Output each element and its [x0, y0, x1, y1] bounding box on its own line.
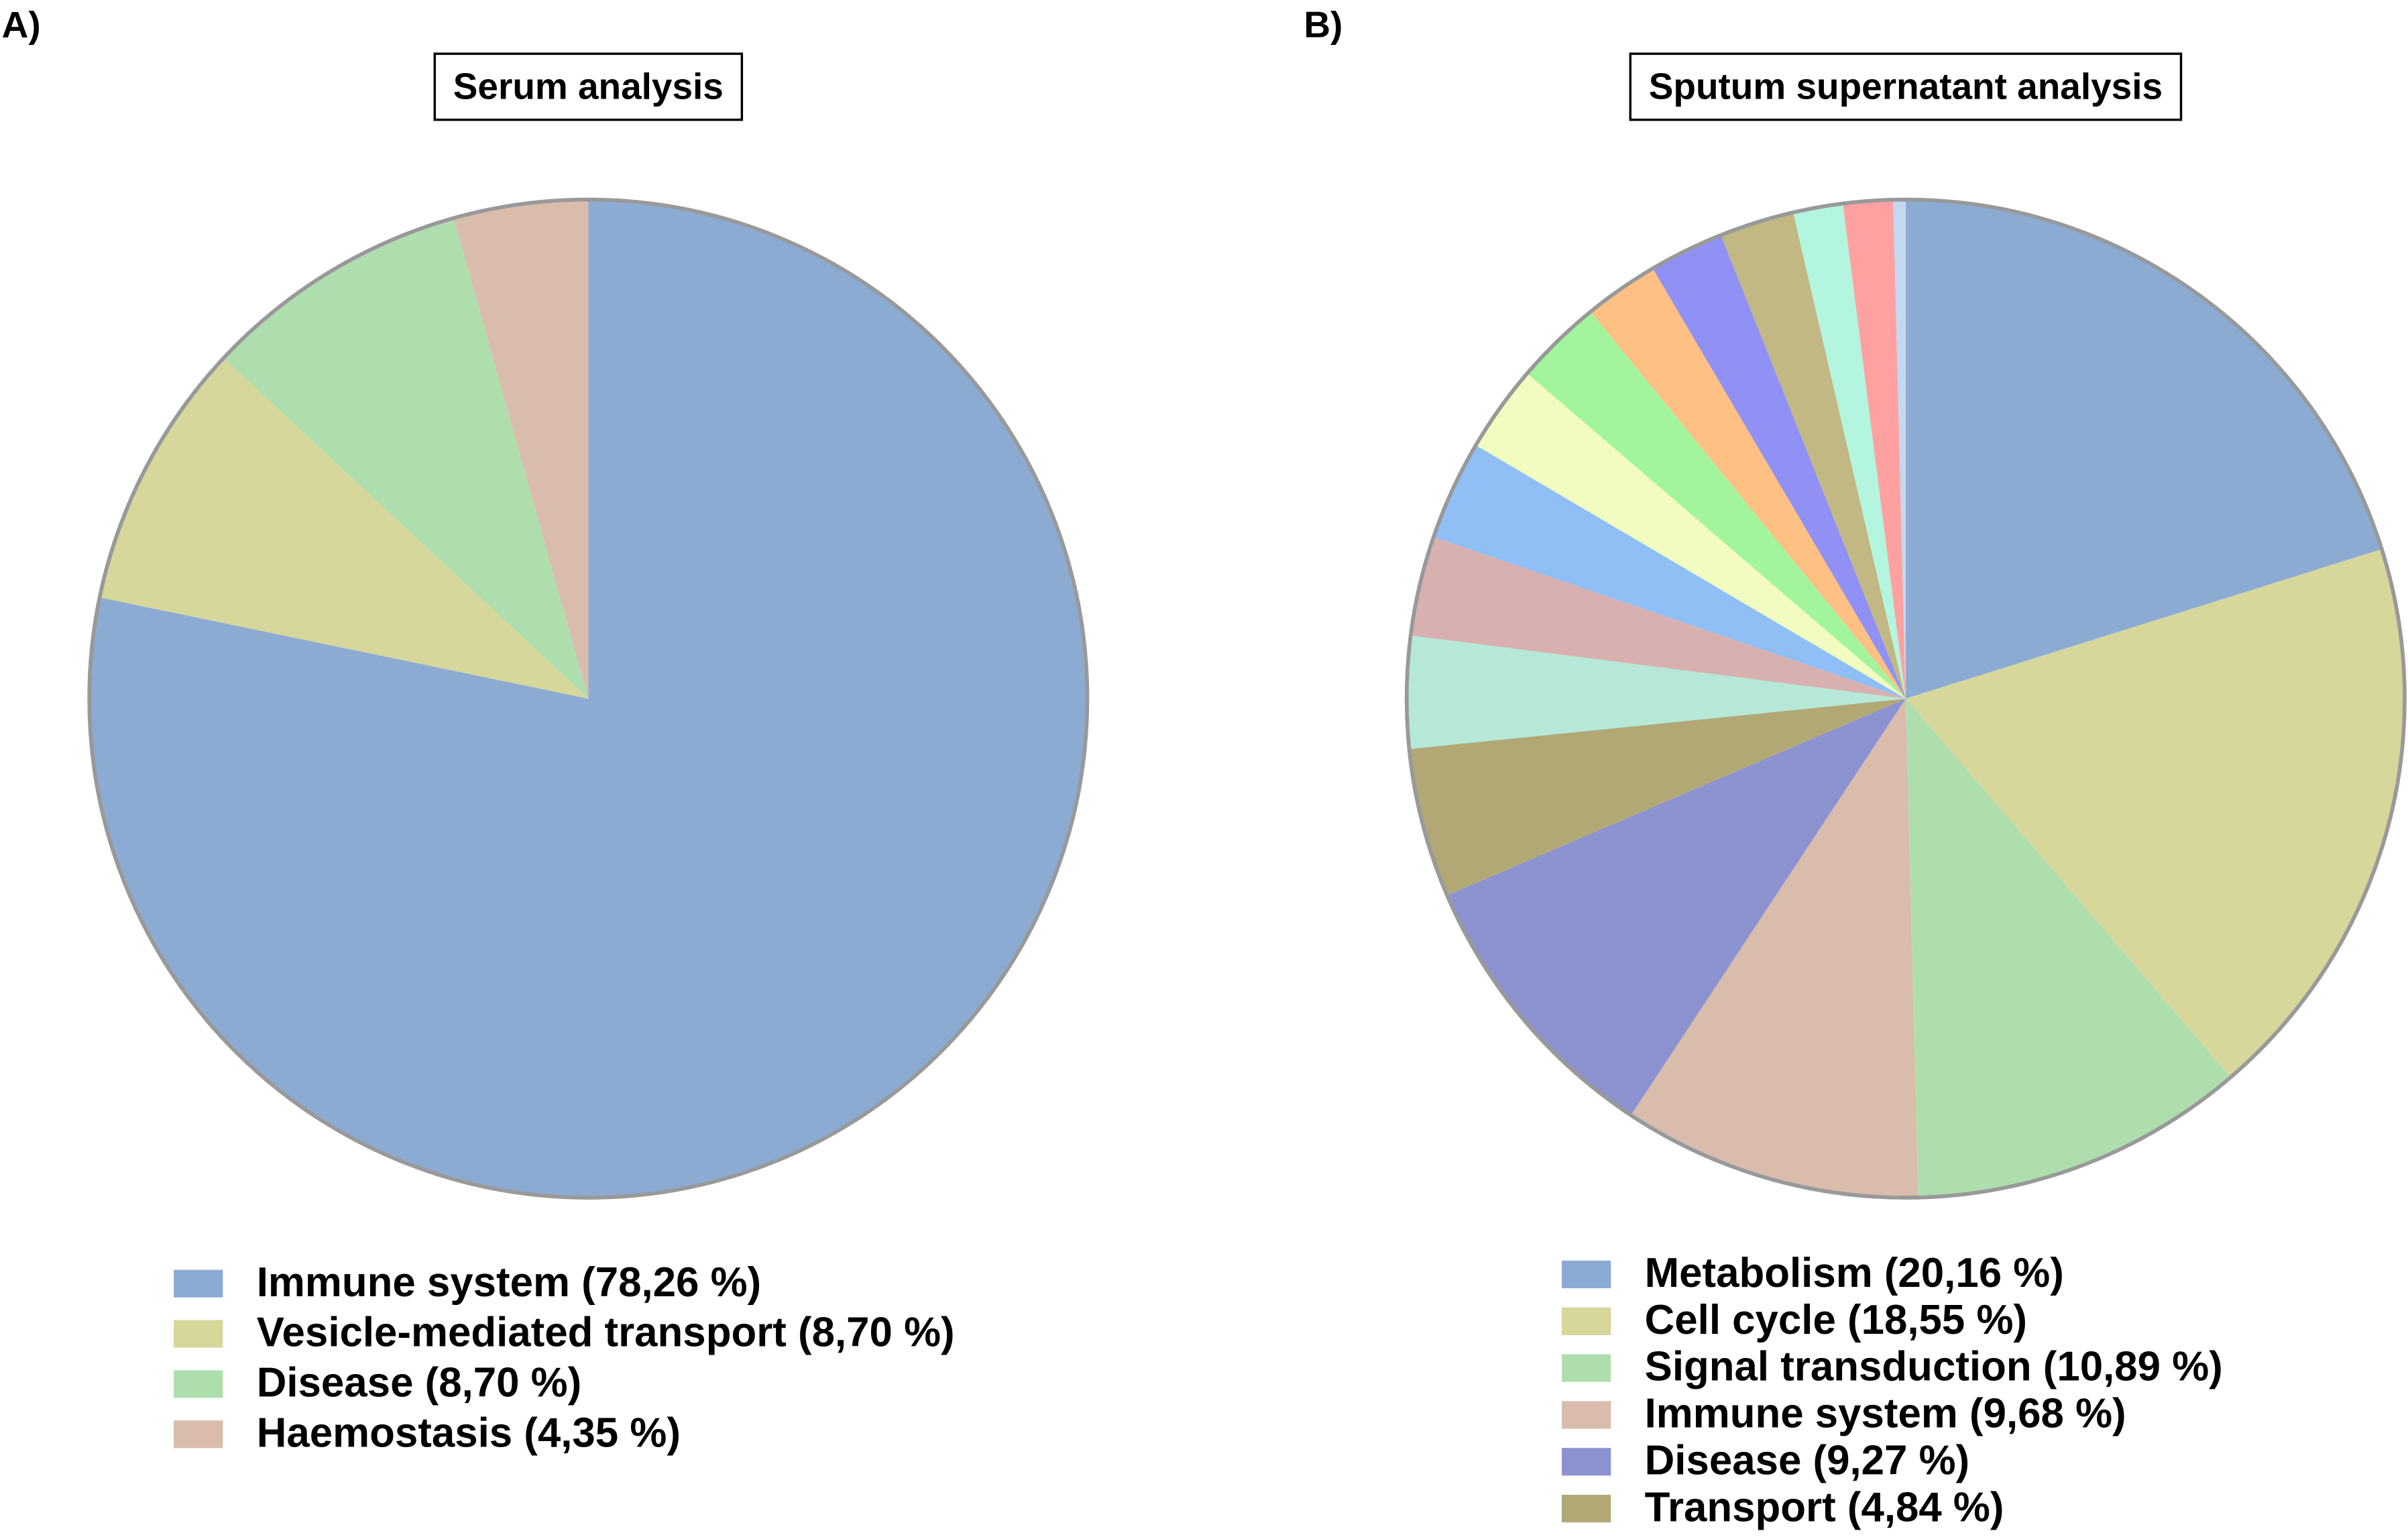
pie-slice — [1843, 199, 1906, 699]
pie-slice — [1905, 549, 2405, 1078]
legend-label: Immune system (78,26 %) — [257, 1259, 761, 1306]
legend-label: Metabolism (20,16 %) — [1645, 1250, 2064, 1296]
legend-label: Signal transduction (10,89 %) — [1645, 1344, 2223, 1390]
legend-swatch — [174, 1269, 223, 1298]
legend-label: Immune system (9,68 %) — [1645, 1391, 2126, 1437]
chart-title: Serum analysis — [453, 65, 724, 107]
legend-swatch — [1562, 1260, 1611, 1289]
pie-slice — [1410, 536, 1906, 699]
panel-label: A) — [2, 4, 41, 46]
legend-label: Disease (9,27 %) — [1645, 1437, 1969, 1483]
pie-slice — [1631, 698, 1918, 1198]
panel-label: B) — [1304, 4, 1342, 46]
pie-slice — [1527, 311, 1906, 699]
legend-swatch — [1562, 1354, 1611, 1382]
pie-slice — [1721, 212, 1906, 699]
pie-slice — [1447, 698, 1906, 1116]
pie-slice — [1475, 373, 1906, 699]
legend-label: Vesicle-mediated transport (8,70 %) — [257, 1310, 955, 1356]
legend-label: Haemostasis (4,35 %) — [257, 1410, 681, 1456]
chart-title: Sputum supernatant analysis — [1649, 65, 2163, 107]
title-box — [433, 52, 744, 121]
legend-swatch — [1562, 1448, 1611, 1476]
pie-slice — [1433, 445, 1906, 699]
legend-swatch — [1562, 1401, 1611, 1429]
legend-swatch — [174, 1370, 223, 1398]
legend-label: Transport (4,84 %) — [1645, 1484, 2004, 1530]
pie-slice — [1652, 235, 1906, 699]
pie-slice — [99, 358, 589, 699]
legend-label: Cell cycle (18,55 %) — [1645, 1297, 2027, 1343]
legend-swatch — [174, 1320, 223, 1348]
pie-slice — [1905, 199, 2382, 699]
pie-slice — [1409, 698, 1906, 896]
title-box — [1629, 52, 2183, 121]
pie-slice — [1590, 268, 1906, 699]
legend-label: Disease (8,70 %) — [257, 1360, 581, 1406]
pie-slice — [1905, 698, 2231, 1198]
legend-swatch — [1562, 1495, 1611, 1523]
pie-outline — [87, 197, 1090, 1200]
pie-outline — [1404, 197, 2407, 1200]
pie-slice — [223, 218, 589, 699]
pie-slice — [89, 199, 1088, 1198]
legend-swatch — [174, 1420, 223, 1448]
pie-slice — [1793, 203, 1906, 699]
pie-slice — [1406, 635, 1906, 749]
pie-slice — [1893, 199, 1906, 699]
legend-swatch — [1562, 1307, 1611, 1335]
pie-slice — [453, 199, 589, 699]
